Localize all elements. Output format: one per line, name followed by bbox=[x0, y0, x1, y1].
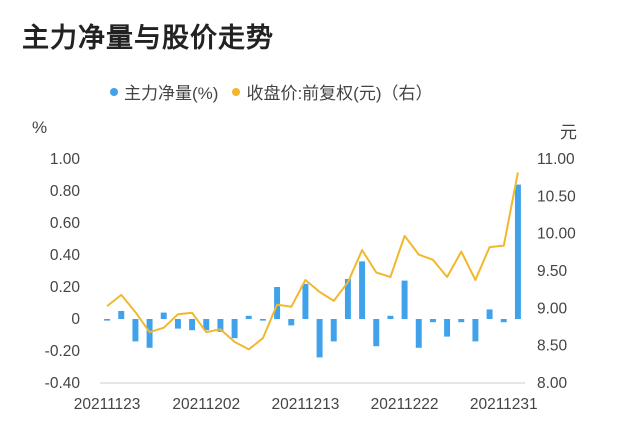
bar-main-net bbox=[189, 319, 196, 331]
bar-main-net bbox=[274, 287, 281, 319]
chart-title: 主力净量与股价走势 bbox=[22, 23, 274, 53]
y-left-tick-label: 0.40 bbox=[50, 247, 81, 264]
legend-marker-line bbox=[232, 87, 241, 96]
y-left-tick-label: 0 bbox=[71, 311, 80, 328]
legend-label-line: 收盘价:前复权(元)（右） bbox=[246, 84, 433, 103]
legend-item-main-net[interactable]: 主力净量(%) bbox=[110, 79, 218, 104]
bar-main-net bbox=[104, 319, 111, 321]
y-left-tick-label: -0.40 bbox=[45, 375, 81, 392]
bar-main-net bbox=[245, 315, 252, 319]
y-left-tick-label: -0.20 bbox=[45, 343, 81, 360]
bar-main-net bbox=[203, 319, 210, 331]
bar-main-net bbox=[259, 319, 266, 321]
bar-main-net bbox=[288, 319, 295, 326]
bar-main-net bbox=[415, 319, 422, 348]
bar-main-net bbox=[174, 319, 181, 329]
right-axis-unit: 元 bbox=[560, 123, 577, 142]
y-left-tick-label: 1.00 bbox=[50, 151, 81, 168]
bar-main-net bbox=[231, 319, 238, 339]
y-right-tick-label: 9.00 bbox=[537, 300, 568, 317]
x-tick-label: 20211123 bbox=[74, 396, 141, 413]
bar-main-net bbox=[444, 319, 451, 337]
x-tick-label: 20211202 bbox=[172, 396, 240, 413]
y-right-tick-label: 8.00 bbox=[537, 375, 568, 392]
legend: 主力净量(%) 收盘价:前复权(元)（右） bbox=[110, 79, 447, 104]
y-right-tick-label: 8.50 bbox=[537, 338, 568, 355]
bar-main-net bbox=[217, 319, 224, 332]
bar-main-net bbox=[514, 184, 521, 319]
legend-label-bar: 主力净量(%) bbox=[124, 84, 219, 103]
bar-main-net bbox=[146, 319, 153, 348]
y-right-tick-label: 10.00 bbox=[537, 226, 576, 243]
bar-main-net bbox=[316, 319, 323, 358]
bar-main-net bbox=[132, 319, 139, 342]
y-left-tick-label: 0.60 bbox=[50, 215, 81, 232]
bar-main-net bbox=[458, 319, 465, 323]
y-right-tick-label: 11.00 bbox=[537, 151, 575, 168]
bar-main-net bbox=[330, 319, 337, 342]
x-tick-label: 20211213 bbox=[272, 396, 340, 413]
legend-marker-bar bbox=[110, 87, 118, 96]
bar-main-net bbox=[387, 315, 394, 319]
bar-main-net bbox=[302, 283, 309, 319]
bar-main-net bbox=[344, 279, 351, 319]
legend-item-close-price[interactable]: 收盘价:前复权(元)（右） bbox=[232, 79, 433, 104]
y-right-tick-label: 10.50 bbox=[537, 188, 576, 205]
line-close-price bbox=[106, 172, 519, 351]
bar-main-net bbox=[160, 312, 167, 319]
bar-main-net bbox=[359, 261, 366, 319]
x-tick-label: 20211222 bbox=[371, 396, 439, 413]
bar-main-net bbox=[118, 311, 125, 319]
bar-main-net bbox=[486, 309, 493, 319]
y-left-tick-label: 0.20 bbox=[50, 279, 81, 296]
bar-main-net bbox=[500, 319, 507, 323]
bar-main-net bbox=[401, 280, 408, 319]
y-left-tick-label: 0.80 bbox=[50, 183, 81, 200]
bar-main-net bbox=[373, 319, 380, 347]
bar-main-net bbox=[429, 319, 436, 323]
y-right-tick-label: 9.50 bbox=[537, 263, 568, 280]
left-axis-unit: % bbox=[32, 118, 48, 137]
bar-main-net bbox=[472, 319, 479, 342]
x-tick-label: 20211231 bbox=[470, 396, 538, 413]
